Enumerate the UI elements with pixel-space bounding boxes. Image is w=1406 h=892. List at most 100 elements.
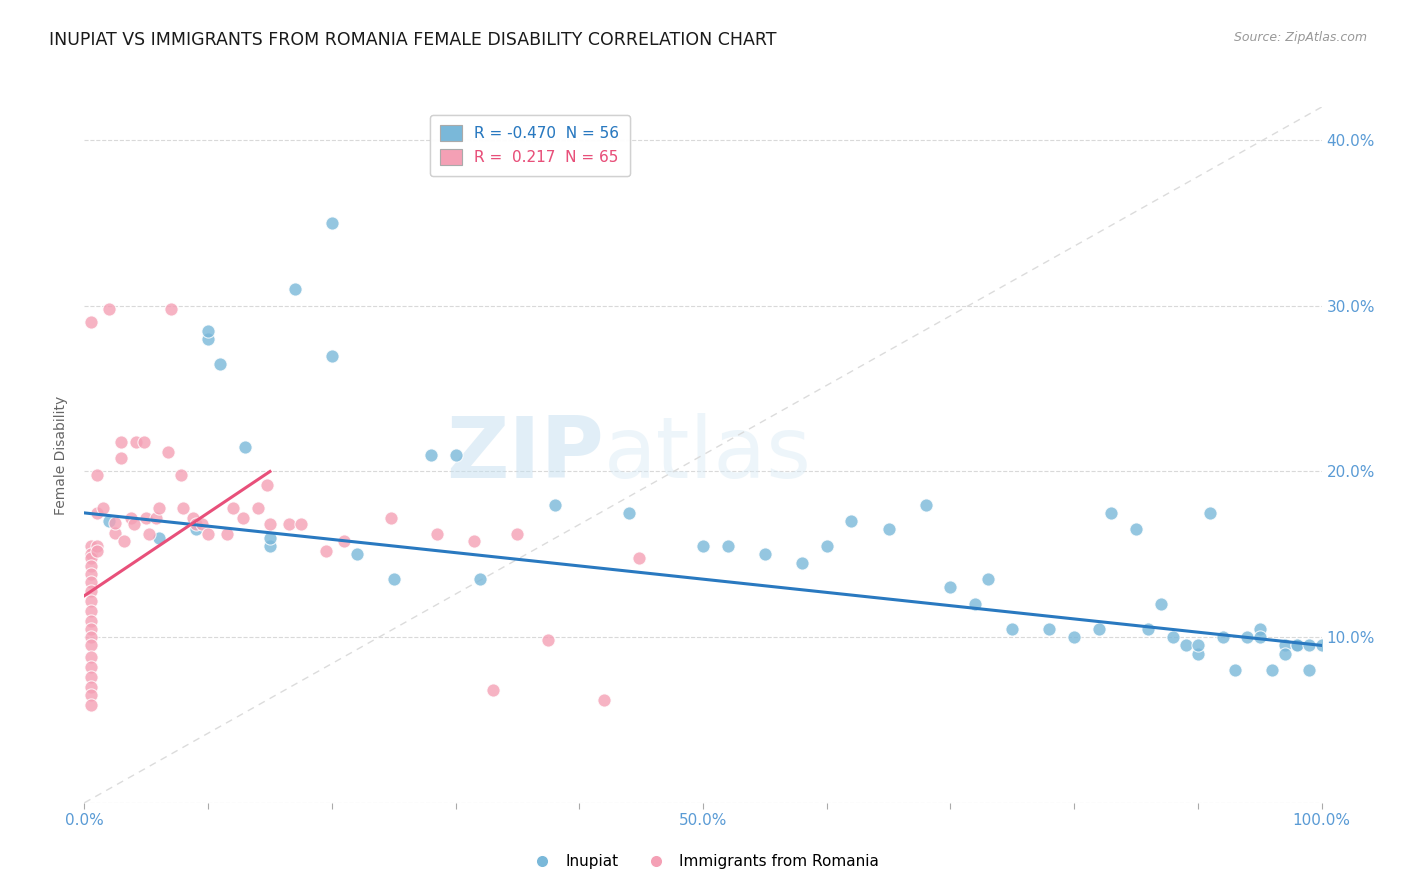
Text: ZIP: ZIP	[446, 413, 605, 497]
Point	[321, 216, 343, 230]
Point	[790, 556, 813, 570]
Point	[463, 534, 485, 549]
Point	[148, 500, 170, 515]
Point	[1187, 647, 1209, 661]
Point	[1285, 639, 1308, 653]
Point	[191, 517, 214, 532]
Point	[1150, 597, 1173, 611]
Point	[232, 511, 254, 525]
Point	[259, 517, 281, 532]
Point	[1161, 630, 1184, 644]
Point	[135, 511, 157, 525]
Point	[246, 500, 269, 515]
Point	[197, 527, 219, 541]
Point	[593, 693, 616, 707]
Text: Source: ZipAtlas.com: Source: ZipAtlas.com	[1233, 31, 1367, 45]
Point	[1199, 506, 1222, 520]
Point	[1285, 639, 1308, 653]
Point	[79, 680, 101, 694]
Point	[125, 434, 148, 449]
Point	[1298, 663, 1320, 677]
Point	[79, 583, 101, 598]
Point	[346, 547, 368, 561]
Point	[1125, 523, 1147, 537]
Point	[79, 558, 101, 573]
Point	[1236, 630, 1258, 644]
Point	[537, 633, 560, 648]
Point	[692, 539, 714, 553]
Point	[841, 514, 863, 528]
Point	[1274, 639, 1296, 653]
Point	[79, 630, 101, 644]
Point	[1249, 630, 1271, 644]
Point	[444, 448, 467, 462]
Point	[184, 523, 207, 537]
Text: atlas: atlas	[605, 413, 813, 497]
Point	[426, 527, 449, 541]
Point	[627, 550, 650, 565]
Point	[79, 660, 101, 674]
Point	[197, 332, 219, 346]
Point	[617, 506, 640, 520]
Point	[172, 500, 194, 515]
Point	[259, 539, 281, 553]
Point	[170, 467, 193, 482]
Point	[233, 440, 256, 454]
Point	[1137, 622, 1160, 636]
Point	[1249, 622, 1271, 636]
Point	[112, 534, 135, 549]
Point	[181, 511, 204, 525]
Point	[717, 539, 740, 553]
Point	[86, 539, 108, 553]
Point	[160, 302, 183, 317]
Point	[815, 539, 838, 553]
Point	[506, 527, 529, 541]
Point	[197, 324, 219, 338]
Point	[277, 517, 299, 532]
Point	[104, 516, 127, 530]
Point	[419, 448, 441, 462]
Point	[138, 527, 160, 541]
Point	[1298, 639, 1320, 653]
Point	[481, 683, 503, 698]
Point	[157, 444, 180, 458]
Point	[79, 604, 101, 618]
Point	[209, 357, 232, 371]
Point	[284, 282, 307, 296]
Point	[145, 511, 167, 525]
Point	[965, 597, 987, 611]
Point	[79, 567, 101, 582]
Point	[914, 498, 936, 512]
Point	[79, 550, 101, 565]
Point	[380, 511, 402, 525]
Point	[86, 544, 108, 558]
Point	[79, 547, 101, 561]
Legend: R = -0.470  N = 56, R =  0.217  N = 65: R = -0.470 N = 56, R = 0.217 N = 65	[430, 115, 630, 176]
Point	[1187, 639, 1209, 653]
Point	[382, 572, 405, 586]
Point	[1063, 630, 1085, 644]
Point	[122, 517, 145, 532]
Point	[79, 539, 101, 553]
Point	[79, 622, 101, 636]
Point	[976, 572, 998, 586]
Point	[79, 670, 101, 684]
Point	[543, 498, 565, 512]
Point	[256, 477, 278, 491]
Point	[79, 614, 101, 628]
Point	[79, 698, 101, 712]
Point	[1174, 639, 1197, 653]
Point	[222, 500, 245, 515]
Point	[110, 434, 132, 449]
Point	[1261, 663, 1284, 677]
Point	[79, 688, 101, 702]
Point	[104, 525, 127, 540]
Point	[1212, 630, 1234, 644]
Point	[79, 650, 101, 665]
Point	[1038, 622, 1060, 636]
Point	[321, 349, 343, 363]
Point	[91, 500, 114, 515]
Point	[120, 511, 142, 525]
Point	[132, 434, 155, 449]
Point	[215, 527, 238, 541]
